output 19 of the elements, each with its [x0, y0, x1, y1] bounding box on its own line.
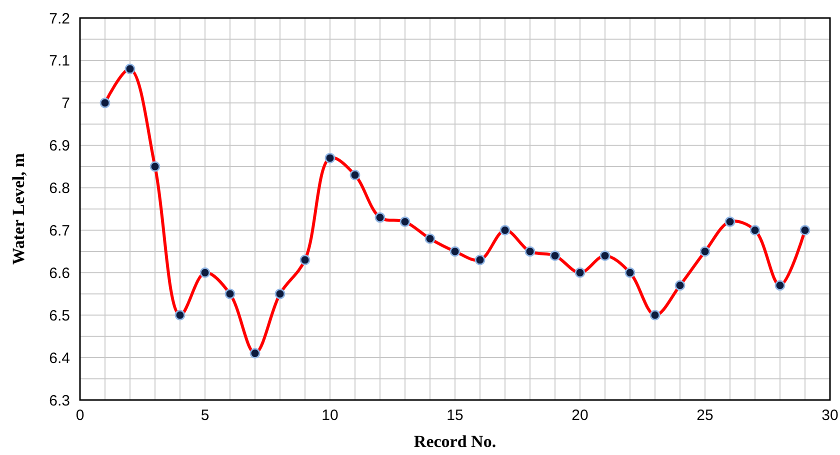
y-tick-label: 6.9 [49, 138, 70, 155]
x-tick-label: 10 [322, 407, 338, 424]
y-axis-title: Water Level, m [9, 153, 28, 265]
y-tick-label: 7 [62, 95, 70, 112]
x-axis-title: Record No. [414, 432, 496, 451]
y-tick-label: 6.3 [49, 392, 70, 410]
y-tick-label: 6.7 [49, 222, 70, 240]
x-tick-label: 0 [76, 407, 84, 424]
y-tick-label: 7.2 [49, 10, 70, 28]
x-tick-label: 20 [572, 407, 588, 424]
y-tick-label: 6.8 [49, 180, 70, 198]
x-tick-label: 5 [200, 407, 210, 424]
y-tick-label: 6.5 [49, 307, 70, 324]
y-tick-label: 6.4 [49, 350, 70, 367]
x-tick-label: 25 [696, 407, 714, 424]
y-tick-label: 7.1 [49, 52, 70, 70]
x-tick-label: 30 [822, 407, 838, 424]
x-tick-label: 15 [446, 407, 464, 424]
y-tick-label: 6.6 [49, 264, 70, 282]
